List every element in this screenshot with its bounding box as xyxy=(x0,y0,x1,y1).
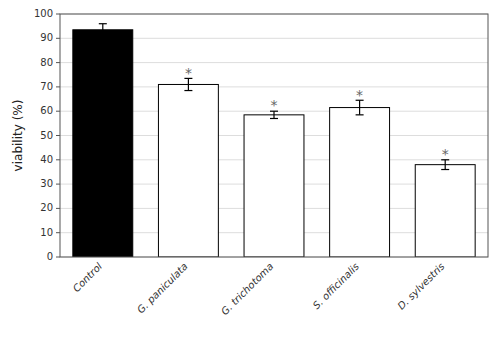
tick-mark xyxy=(56,62,60,63)
error-cap xyxy=(270,118,278,119)
bar xyxy=(158,84,218,257)
tick-label: 70 xyxy=(40,81,53,92)
tick-label: 100 xyxy=(34,8,53,19)
error-cap xyxy=(356,114,364,115)
tick-mark xyxy=(56,184,60,185)
category-label: Control xyxy=(71,260,105,294)
tick-label: 80 xyxy=(40,57,53,68)
tick-label: 0 xyxy=(47,251,53,262)
bar xyxy=(415,165,475,257)
tick-label: 60 xyxy=(40,105,53,116)
y-axis-label: viability (%) xyxy=(11,100,25,172)
error-cap xyxy=(99,35,107,36)
grid xyxy=(60,14,488,257)
tick-label: 50 xyxy=(40,130,53,141)
error-bar xyxy=(99,24,107,36)
tick-mark xyxy=(56,38,60,39)
bar xyxy=(73,30,133,257)
x-axis: Control G. paniculata G. trichotoma S. offi… xyxy=(71,260,447,317)
annotation: * xyxy=(271,97,278,113)
error-cap xyxy=(99,23,107,24)
bar xyxy=(244,115,304,257)
category-label: G. trichotoma xyxy=(219,261,275,317)
error-stem xyxy=(102,24,103,36)
annotation: * xyxy=(185,65,192,81)
tick-mark xyxy=(56,257,60,258)
error-cap xyxy=(184,90,192,91)
error-cap xyxy=(441,169,449,170)
plot-frame xyxy=(60,14,488,257)
category-label: S. officinalis xyxy=(311,261,361,311)
tick-label: 40 xyxy=(40,154,53,165)
tick-mark xyxy=(56,14,60,15)
annotations: * * * * xyxy=(185,65,449,161)
tick-label: 10 xyxy=(40,227,53,238)
chart-container: 0 10 20 30 40 50 60 70 80 90 100 Control G. panicula… xyxy=(0,0,500,353)
tick-mark xyxy=(56,208,60,209)
annotation: * xyxy=(356,87,363,103)
tick-mark xyxy=(56,232,60,233)
bar xyxy=(330,108,390,257)
tick-mark xyxy=(56,111,60,112)
bars xyxy=(73,24,475,257)
tick-label: 30 xyxy=(40,178,53,189)
chart: 0 10 20 30 40 50 60 70 80 90 100 Control G. panicula… xyxy=(0,0,500,353)
tick-mark xyxy=(56,86,60,87)
tick-label: 90 xyxy=(40,32,53,43)
tick-mark xyxy=(56,159,60,160)
category-label: G. paniculata xyxy=(135,261,190,316)
tick-label: 20 xyxy=(40,202,53,213)
annotation: * xyxy=(442,146,449,162)
tick-mark xyxy=(56,135,60,136)
category-label: D. sylvestris xyxy=(396,261,447,312)
y-axis: 0 10 20 30 40 50 60 70 80 90 100 xyxy=(34,8,60,262)
